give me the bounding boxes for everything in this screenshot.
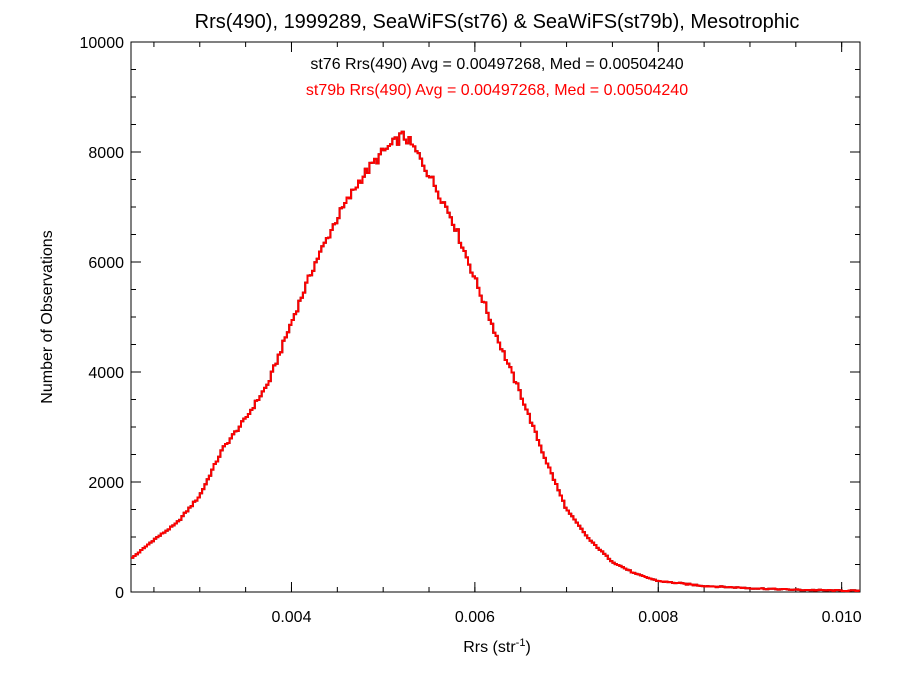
y-tick-label: 8000 [88,145,124,162]
annotation-st79b: st79b Rrs(490) Avg = 0.00497268, Med = 0… [306,82,688,99]
x-tick-label: 0.004 [271,609,311,626]
y-axis: 0 2000 4000 6000 8000 10000 [80,35,860,602]
y-tick-label: 4000 [88,365,124,382]
y-tick-label: 0 [115,585,124,602]
y-tick-label: 10000 [80,35,125,52]
series-st76-histogram [131,130,860,593]
y-tick-label: 6000 [88,255,124,272]
series-st79b-histogram [131,130,860,593]
x-axis: 0.004 0.006 0.008 0.010 [153,42,862,626]
x-axis-label: Rrs (str-1) [463,637,531,656]
plot-border [130,41,861,593]
annotation-st76: st76 Rrs(490) Avg = 0.00497268, Med = 0.… [310,56,683,73]
y-tick-label: 2000 [88,475,124,492]
x-tick-label: 0.008 [638,609,678,626]
x-tick-label: 0.010 [822,609,862,626]
x-tick-label: 0.006 [455,609,495,626]
plot-area [130,41,861,593]
series-group [131,130,860,593]
y-axis-label: Number of Observations [39,230,56,403]
chart-title: Rrs(490), 1999289, SeaWiFS(st76) & SeaWi… [195,11,800,33]
